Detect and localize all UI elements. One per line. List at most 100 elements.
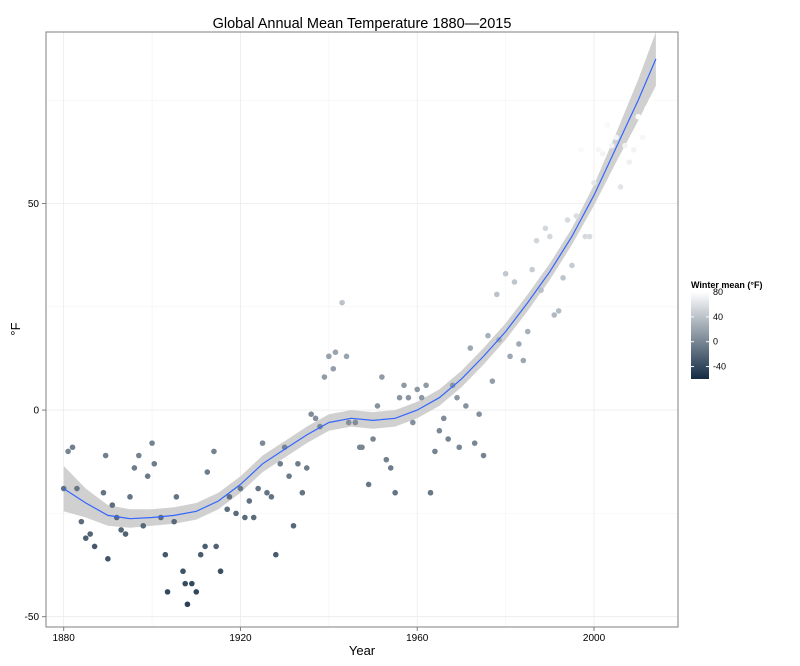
data-point <box>171 518 177 525</box>
data-point <box>273 551 279 558</box>
y-tick-label: 0 <box>33 406 39 417</box>
x-tick-label: 2000 <box>583 633 606 644</box>
data-point <box>622 142 628 149</box>
data-point <box>213 543 219 550</box>
data-point <box>352 419 359 426</box>
data-point <box>246 498 253 504</box>
data-point <box>379 374 385 380</box>
data-point <box>197 551 204 558</box>
data-point <box>370 436 376 442</box>
data-point <box>631 146 637 153</box>
data-point <box>118 527 124 533</box>
data-point <box>471 440 478 446</box>
data-point <box>250 514 257 521</box>
data-point <box>345 419 352 426</box>
data-point <box>374 403 381 409</box>
legend-label: 40 <box>713 312 723 322</box>
data-point <box>533 237 540 244</box>
data-point <box>591 180 597 186</box>
x-tick-label: 1960 <box>406 633 429 644</box>
x-axis: 1880 1920 1960 2000 <box>53 627 606 644</box>
data-point <box>595 146 602 153</box>
data-point <box>365 481 372 488</box>
data-point <box>586 233 593 240</box>
data-point <box>255 485 261 492</box>
data-point <box>564 217 571 223</box>
data-point <box>387 465 394 471</box>
data-point <box>582 233 588 240</box>
data-point <box>467 345 474 351</box>
data-point <box>551 312 558 318</box>
x-tick-label: 1880 <box>53 633 76 644</box>
data-point <box>476 411 482 418</box>
data-point <box>226 494 233 500</box>
data-point <box>359 444 365 451</box>
data-point <box>312 415 319 422</box>
data-point <box>87 531 93 537</box>
data-point <box>303 465 310 471</box>
data-point <box>211 448 217 455</box>
data-point <box>122 531 129 537</box>
data-point <box>635 113 642 120</box>
data-point <box>136 452 142 459</box>
data-point <box>69 444 76 451</box>
data-point <box>65 448 71 455</box>
data-point <box>432 448 438 455</box>
data-point <box>547 233 553 240</box>
data-point <box>414 386 421 393</box>
data-point <box>202 543 208 550</box>
data-point <box>78 518 85 525</box>
data-point <box>493 291 500 298</box>
data-point <box>405 394 412 401</box>
y-tick-label: -50 <box>25 612 40 623</box>
data-point <box>427 489 434 496</box>
data-point <box>489 378 496 384</box>
data-point <box>502 270 509 277</box>
data-point <box>343 353 350 360</box>
data-point <box>520 357 527 364</box>
data-point <box>182 580 189 587</box>
data-point <box>648 97 655 103</box>
data-point <box>542 225 549 232</box>
data-point <box>158 514 164 521</box>
data-point <box>555 308 562 314</box>
data-point <box>401 382 407 389</box>
data-point <box>277 460 284 467</box>
data-point <box>463 403 469 409</box>
data-point <box>392 489 398 496</box>
data-point <box>330 365 337 372</box>
data-point <box>91 543 98 550</box>
data-point <box>538 287 544 294</box>
data-point <box>162 551 169 558</box>
data-point <box>485 332 491 339</box>
data-point <box>173 494 180 500</box>
chart-title: Global Annual Mean Temperature 1880—2015 <box>213 16 512 32</box>
data-point <box>290 522 297 529</box>
data-point <box>569 262 575 269</box>
plot-panel <box>46 32 678 627</box>
data-point <box>436 427 443 434</box>
scatter-points <box>60 97 655 608</box>
data-point <box>259 440 266 446</box>
data-point <box>449 382 456 389</box>
smooth-trend-line <box>63 58 657 520</box>
data-point <box>418 394 425 401</box>
data-point <box>131 465 138 471</box>
legend: Winter mean (°F) 80 40 0 -40 <box>691 280 763 379</box>
data-point <box>440 415 447 422</box>
data-point <box>396 394 403 401</box>
data-point <box>383 456 390 463</box>
grid <box>46 32 678 627</box>
data-point <box>109 502 116 508</box>
data-point <box>507 353 513 360</box>
data-point <box>600 151 606 157</box>
data-point <box>308 411 314 418</box>
data-point <box>560 275 566 281</box>
y-tick-label: 50 <box>28 199 40 210</box>
legend-ticks: 80 40 0 -40 <box>691 287 726 372</box>
data-point <box>617 184 624 190</box>
data-point <box>644 105 650 112</box>
y-axis: -50 0 50 <box>25 199 46 623</box>
data-point <box>639 134 646 141</box>
data-point <box>339 299 345 306</box>
